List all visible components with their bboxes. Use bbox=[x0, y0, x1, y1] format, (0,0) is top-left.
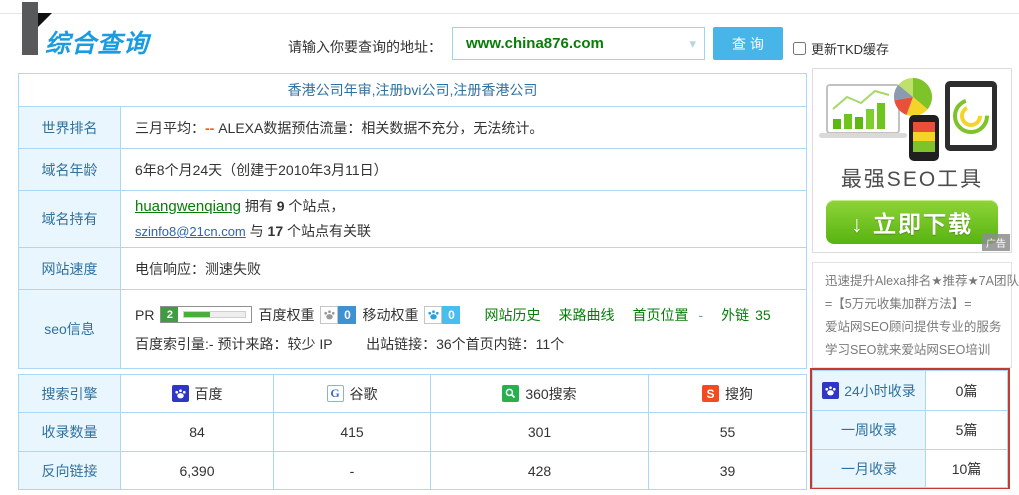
google-g-icon: G bbox=[326, 385, 344, 402]
promo-link[interactable]: =【5万元收集加群方法】= bbox=[825, 297, 972, 311]
search-engine-table: 搜索引擎 百度 G 谷歌 bbox=[18, 374, 807, 490]
collect-24h-label: 24小时收录 bbox=[812, 370, 926, 411]
collected-360[interactable]: 301 bbox=[430, 412, 649, 452]
site-history-link[interactable]: 网站历史 bbox=[484, 306, 541, 323]
header-divider bbox=[0, 13, 1019, 14]
seo-info-label: seo信息 bbox=[18, 289, 121, 369]
engine-sogou[interactable]: S 搜狗 bbox=[648, 374, 807, 413]
collected-sogou[interactable]: 55 bbox=[648, 412, 807, 452]
download-arrow-icon: ↓ bbox=[851, 211, 865, 237]
traffic-curve-link[interactable]: 来路曲线 bbox=[558, 306, 615, 323]
engine-baidu[interactable]: 百度 bbox=[120, 374, 274, 413]
baidu-paw-icon bbox=[171, 385, 189, 402]
promo-link[interactable]: 迅速提升Alexa排名★推荐★7A团队 bbox=[825, 274, 1019, 288]
site-speed-label: 网站速度 bbox=[18, 247, 121, 290]
world-rank-value: 三月平均：-- ALEXA数据预估流量：相关数据不充分，无法统计。 bbox=[120, 106, 807, 149]
query-address-label: 请输入你要查询的地址： bbox=[288, 39, 442, 55]
bookmark-ribbon-icon bbox=[22, 2, 38, 55]
baidu-index-label: 百度索引量:- bbox=[135, 335, 214, 352]
collect-month-label: 一月收录 bbox=[812, 449, 926, 488]
outbound-links: 出站链接：36个首页内链：11个 bbox=[366, 335, 565, 352]
baidu-weight-badge: 0 bbox=[320, 305, 357, 324]
domain-age-label: 域名年龄 bbox=[18, 148, 121, 191]
homepage-position-link[interactable]: 首页位置 bbox=[632, 306, 689, 323]
pagerank-bar bbox=[183, 311, 247, 318]
tkd-refresh-option: 更新TKD缓存 bbox=[793, 39, 889, 58]
ad-tag: 广告 bbox=[982, 234, 1010, 251]
pagerank-badge: 2 bbox=[160, 306, 253, 323]
backlinks-count[interactable]: 35 bbox=[755, 306, 771, 323]
blue-paw-icon bbox=[424, 305, 443, 324]
backlink-baidu[interactable]: 6,390 bbox=[120, 451, 274, 490]
search-engine-label: 搜索引擎 bbox=[18, 374, 121, 413]
engine-google[interactable]: G 谷歌 bbox=[273, 374, 431, 413]
ad-title: 最强SEO工具 bbox=[840, 168, 984, 191]
site-info-table: 香港公司年审,注册bvi公司,注册香港公司 世界排名 三月平均：-- ALEXA… bbox=[18, 73, 807, 369]
backlink-count-label: 反向链接 bbox=[18, 451, 121, 490]
owner-link[interactable]: huangwenqiang bbox=[135, 198, 241, 215]
page-title: 综合查询 bbox=[45, 30, 150, 58]
mobile-weight-badge: 0 bbox=[424, 305, 461, 324]
collect-week-label: 一周收录 bbox=[812, 410, 926, 450]
engine-360[interactable]: 360搜索 bbox=[430, 374, 649, 413]
download-now-button[interactable]: ↓ 立即下载 bbox=[826, 200, 998, 244]
backlinks-link[interactable]: 外链 bbox=[721, 306, 750, 323]
owner-email-link[interactable]: szinfo8@21cn.com bbox=[135, 224, 246, 239]
query-input-box: ▾ bbox=[452, 27, 705, 60]
homepage-position-value: - bbox=[698, 306, 704, 323]
promo-link[interactable]: 学习SEO就来爱站网SEO培训 bbox=[825, 343, 991, 357]
seo-info-value: PR 2 百度权重 0 移动权重 bbox=[120, 289, 807, 369]
backlink-sogou[interactable]: 39 bbox=[648, 451, 807, 490]
domain-age-value: 6年8个月24天（创建于2010年3月11日） bbox=[120, 148, 807, 191]
baidu-paw-icon bbox=[822, 382, 840, 399]
ribbon-fold-icon bbox=[38, 13, 52, 27]
magnifier-icon bbox=[502, 385, 520, 402]
seo-tool-ad-banner[interactable]: 最强SEO工具 ↓ 立即下载 广告 bbox=[812, 68, 1012, 253]
tkd-checkbox-label: 更新TKD缓存 bbox=[811, 42, 890, 57]
query-input[interactable] bbox=[453, 28, 704, 59]
red-highlight-annotation: 24小时收录 0篇 一周收录 5篇 一月收录 10篇 bbox=[810, 368, 1010, 489]
collected-baidu[interactable]: 84 bbox=[120, 412, 274, 452]
gray-paw-icon bbox=[320, 305, 339, 324]
world-rank-label: 世界排名 bbox=[18, 106, 121, 149]
collected-count-label: 收录数量 bbox=[18, 412, 121, 452]
ad-illustration bbox=[819, 77, 997, 161]
site-speed-value: 电信响应：测速失败 bbox=[120, 247, 807, 290]
query-button[interactable]: 查 询 bbox=[713, 27, 783, 60]
promo-link[interactable]: 爱站网SEO顾问提供专业的服务 bbox=[825, 320, 1002, 334]
estimated-traffic: 预计来路：较少 IP bbox=[217, 335, 333, 352]
tkd-checkbox[interactable] bbox=[793, 42, 806, 55]
rank-dash: -- bbox=[205, 119, 215, 136]
backlink-360[interactable]: 428 bbox=[430, 451, 649, 490]
site-tdk-title: 香港公司年审,注册bvi公司,注册香港公司 bbox=[18, 73, 807, 107]
domain-owner-label: 域名持有 bbox=[18, 190, 121, 248]
backlink-google: - bbox=[273, 451, 431, 490]
sogou-s-icon: S bbox=[702, 385, 719, 402]
collect-week-value[interactable]: 5篇 bbox=[925, 410, 1008, 450]
baidu-collect-table: 24小时收录 0篇 一周收录 5篇 一月收录 10篇 bbox=[812, 370, 1008, 488]
collect-month-value[interactable]: 10篇 bbox=[925, 449, 1008, 488]
domain-owner-value: huangwenqiang 拥有 9 个站点， szinfo8@21cn.com… bbox=[120, 190, 807, 248]
collect-24h-value[interactable]: 0篇 bbox=[925, 370, 1008, 411]
collected-google[interactable]: 415 bbox=[273, 412, 431, 452]
promo-links-box: 迅速提升Alexa排名★推荐★7A团队 =【5万元收集加群方法】= 爱站网SEO… bbox=[812, 262, 1019, 368]
dropdown-caret-icon[interactable]: ▾ bbox=[689, 36, 696, 51]
